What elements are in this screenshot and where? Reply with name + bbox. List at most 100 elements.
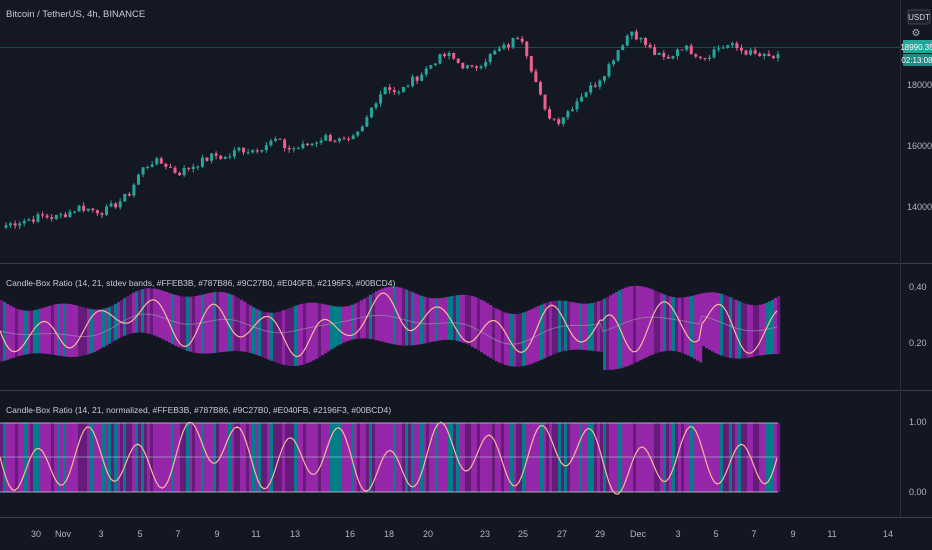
indicator1-band-bar bbox=[771, 299, 775, 355]
indicator1-band-bar bbox=[135, 291, 139, 333]
indicator2-band-bar bbox=[45, 423, 49, 492]
indicator2-band-bar bbox=[342, 423, 346, 492]
indicator1-band-bar bbox=[528, 310, 532, 365]
indicator2-band-bar bbox=[585, 423, 589, 492]
candle-body bbox=[602, 76, 606, 81]
indicator2-band-bar bbox=[663, 423, 667, 492]
indicator2-band-bar bbox=[645, 423, 649, 492]
candle-body bbox=[712, 49, 716, 58]
indicator2-band-bar bbox=[192, 423, 196, 492]
indicator1-band-bar bbox=[342, 306, 346, 343]
candle-body bbox=[351, 135, 355, 140]
indicator2-band-bar bbox=[597, 423, 601, 492]
indicator2-band-bar bbox=[660, 423, 664, 492]
candle-body bbox=[479, 66, 483, 68]
candle-body bbox=[644, 37, 648, 45]
indicator2-band-bar bbox=[768, 423, 772, 492]
indicator2-band-bar bbox=[507, 423, 511, 492]
candle-body bbox=[118, 201, 122, 208]
settings-gear-icon[interactable]: ⚙ bbox=[912, 28, 921, 39]
indicator1-title[interactable]: Candle-Box Ratio (14, 21, stdev bands, #… bbox=[6, 278, 396, 288]
candle-body bbox=[4, 225, 8, 228]
indicator1-band-bar bbox=[333, 306, 337, 348]
indicator2-band-bar bbox=[18, 423, 22, 492]
indicator2-band-bar bbox=[540, 423, 544, 492]
indicator2-band-bar bbox=[567, 423, 571, 492]
candle-body bbox=[420, 74, 424, 81]
indicator1-band-bar bbox=[285, 309, 289, 366]
candle-body bbox=[502, 44, 506, 49]
indicator1-band-bar bbox=[366, 296, 370, 339]
indicator2-band-bar bbox=[447, 423, 451, 492]
indicator2-band-bar bbox=[516, 423, 520, 492]
time-axis-tick: 7 bbox=[751, 529, 756, 539]
candle-body bbox=[319, 140, 323, 143]
indicator1-band-bar bbox=[669, 296, 673, 351]
currency-button[interactable] bbox=[907, 9, 931, 25]
indicator2-band-bar bbox=[135, 423, 139, 492]
indicator2-band-bar bbox=[378, 423, 382, 492]
indicator2-band-bar bbox=[453, 423, 457, 492]
indicator1-tick: 0.20 bbox=[909, 338, 927, 348]
indicator2-band-bar bbox=[471, 423, 475, 492]
indicator2-band-bar bbox=[87, 423, 91, 492]
indicator2-band-bar bbox=[156, 423, 160, 492]
candle-box-ratio-bands bbox=[0, 285, 781, 370]
candle-body bbox=[255, 150, 259, 152]
candle-body bbox=[150, 164, 154, 167]
indicator1-band-bar bbox=[78, 306, 82, 357]
indicator2-band-bar bbox=[555, 423, 559, 492]
indicator1-band-bar bbox=[531, 308, 535, 364]
indicator2-band-bar bbox=[141, 423, 145, 492]
candle-body bbox=[584, 92, 588, 97]
candle-body bbox=[168, 166, 172, 168]
indicator2-band-bar bbox=[732, 423, 736, 492]
time-axis-tick: Nov bbox=[55, 529, 72, 539]
candle-body bbox=[429, 65, 433, 69]
indicator2-band-bar bbox=[399, 423, 403, 492]
indicator1-band-bar bbox=[327, 305, 331, 352]
indicator1-band-bar bbox=[546, 302, 550, 357]
candlestick-series bbox=[4, 29, 780, 230]
indicator1-band-bar bbox=[15, 308, 19, 357]
indicator1-band-bar bbox=[495, 308, 499, 362]
indicator1-band-bar bbox=[99, 309, 103, 349]
price-pane[interactable] bbox=[0, 0, 900, 262]
indicator2-band-bar bbox=[300, 423, 304, 492]
time-axis[interactable]: 30 Nov 3 5 7 9 11 13 16 18 20 23 25 27 29 Dec 3 5 7 9 11 14 bbox=[31, 529, 893, 539]
indicator2-band-bar bbox=[402, 423, 406, 492]
indicator1-band-bar bbox=[120, 300, 124, 338]
indicator2-band-bar bbox=[363, 423, 367, 492]
indicator1-band-bar bbox=[417, 294, 421, 345]
indicator1-band-bar bbox=[681, 297, 685, 354]
symbol-title[interactable]: Bitcoin / TetherUS, 4h, BINANCE bbox=[6, 9, 145, 20]
indicator2-band-bar bbox=[558, 423, 562, 492]
indicator2-band-bar bbox=[228, 423, 232, 492]
indicator1-band-bar bbox=[678, 297, 682, 353]
indicator1-band-bar bbox=[369, 294, 373, 340]
indicator1-band-bar bbox=[540, 304, 544, 360]
candle-body bbox=[232, 150, 236, 157]
indicator2-band-bar bbox=[756, 423, 760, 492]
indicator1-band-bar bbox=[270, 312, 274, 361]
indicator1-band-bar bbox=[429, 297, 433, 343]
indicator2-band-bar bbox=[726, 423, 730, 492]
indicator2-band-bar bbox=[111, 423, 115, 492]
candle-body bbox=[223, 157, 227, 159]
indicator1-band-bar bbox=[672, 297, 676, 352]
indicator2-band-bar bbox=[279, 423, 283, 492]
candle-body bbox=[333, 141, 337, 143]
indicator2-title[interactable]: Candle-Box Ratio (14, 21, normalized, #F… bbox=[6, 405, 391, 415]
indicator2-band-bar bbox=[180, 423, 184, 492]
indicator2-band-bar bbox=[687, 423, 691, 492]
indicator1-band-bar bbox=[768, 301, 772, 355]
time-axis-tick: 13 bbox=[290, 529, 300, 539]
indicator1-band-bar bbox=[573, 302, 577, 350]
candle-body bbox=[566, 111, 570, 118]
indicator2-band-bar bbox=[24, 423, 28, 492]
candle-body bbox=[438, 54, 442, 64]
indicator1-band-bar bbox=[738, 301, 742, 359]
indicator2-band-bar bbox=[318, 423, 322, 492]
time-axis-tick: 3 bbox=[98, 529, 103, 539]
indicator1-band-bar bbox=[84, 307, 88, 356]
